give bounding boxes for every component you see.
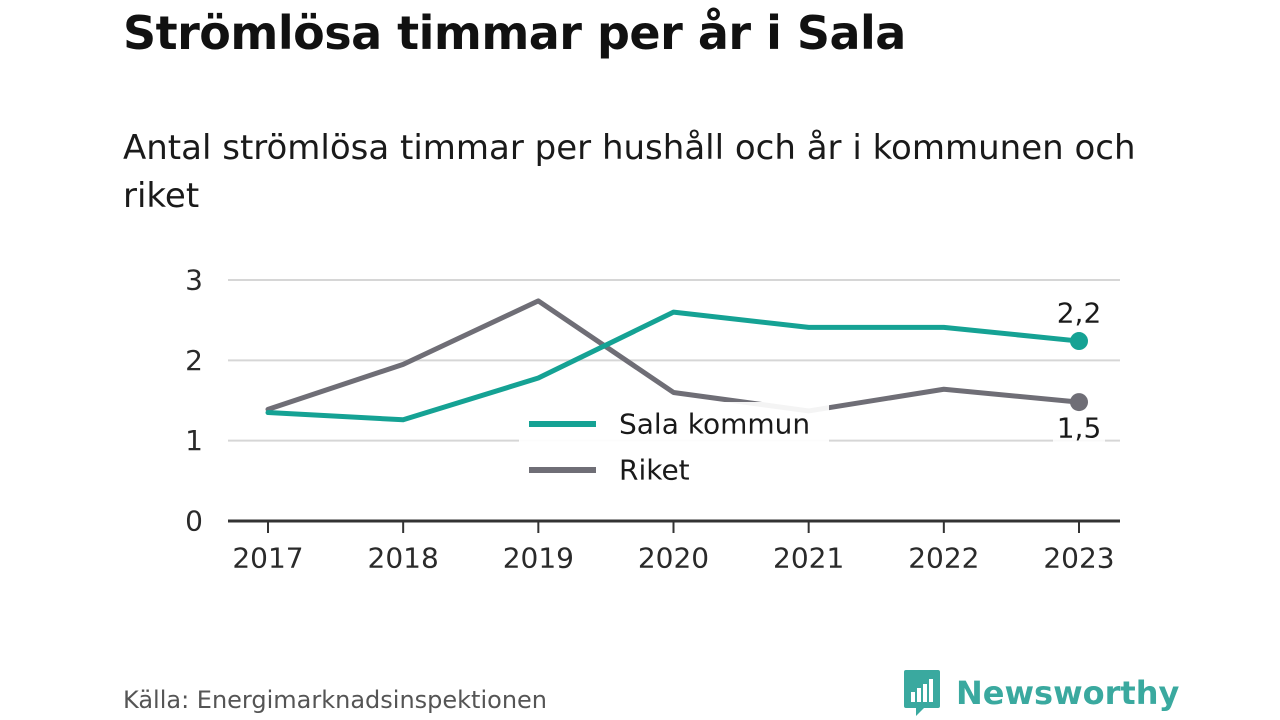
x-tick-label: 2017 xyxy=(232,542,303,575)
x-tick-label: 2022 xyxy=(908,542,979,575)
series-line-riket xyxy=(265,298,1082,414)
end-label-backing xyxy=(1053,412,1105,445)
brand-logo: Newsworthy xyxy=(902,668,1179,718)
x-tick-label: 2023 xyxy=(1043,542,1114,575)
tick-labels: 0 1 2 3 2017 2018 2019 2020 2021 2022 2023 2,2 1,5 xyxy=(185,264,1114,575)
end-value-label: 2,2 xyxy=(1057,297,1102,330)
end-label-backing xyxy=(1053,297,1105,330)
chart-title: Strömlösa timmar per år i Sala xyxy=(123,6,906,60)
y-tick-label: 2 xyxy=(185,344,203,377)
x-tick-label: 2021 xyxy=(773,542,844,575)
chart-subtitle: Antal strömlösa timmar per hushåll och å… xyxy=(123,128,1136,216)
x-tick-label: 2020 xyxy=(638,542,709,575)
series-line-sala-kommun xyxy=(265,309,1082,423)
brand-name: Newsworthy xyxy=(956,674,1180,712)
x-tick-label: 2019 xyxy=(503,542,574,575)
y-tick-label: 0 xyxy=(185,505,203,538)
x-axis xyxy=(228,519,1120,533)
bar-chart-speech-bubble-icon xyxy=(904,670,940,716)
legend-label: Riket xyxy=(619,454,690,487)
y-tick-label: 1 xyxy=(185,424,203,457)
end-marker xyxy=(1070,332,1088,351)
series-lines xyxy=(265,298,1088,423)
end-value-label: 1,5 xyxy=(1057,412,1102,445)
x-tick-label: 2018 xyxy=(368,542,439,575)
legend: Sala kommun Riket xyxy=(519,402,829,494)
legend-label: Sala kommun xyxy=(619,408,810,441)
y-tick-label: 3 xyxy=(185,264,203,297)
source-note: Källa: Energimarknadsinspektionen xyxy=(123,686,548,714)
legend-background xyxy=(519,402,829,494)
end-marker xyxy=(1070,393,1088,412)
